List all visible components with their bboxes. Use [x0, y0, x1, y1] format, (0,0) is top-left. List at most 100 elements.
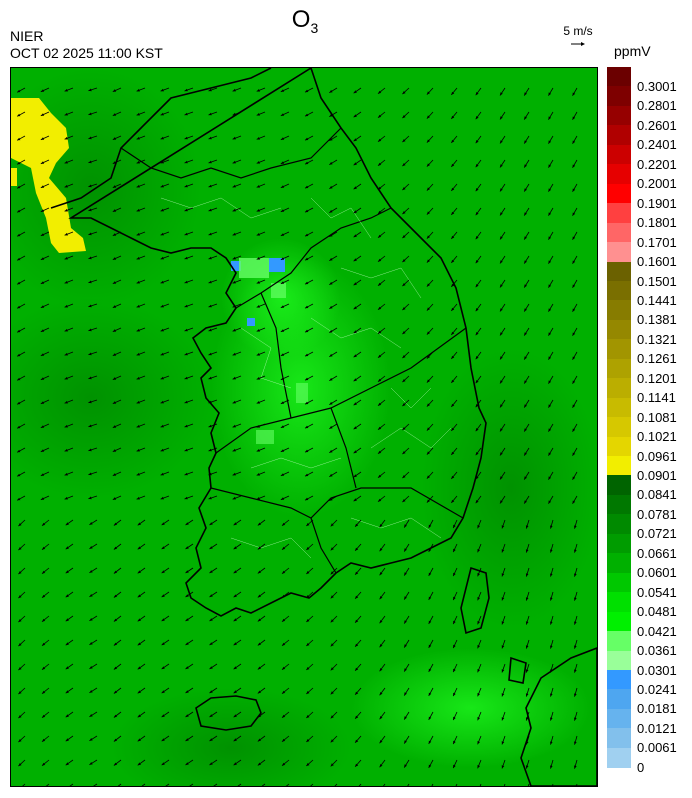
wind-arrow-head	[256, 89, 260, 92]
wind-arrow-head	[113, 738, 118, 742]
wind-arrow-head	[548, 308, 552, 312]
wind-arrow-head	[329, 281, 333, 285]
wind-arrow-head	[475, 380, 479, 384]
wind-arrow-head	[306, 643, 310, 646]
wind-arrow-head	[330, 643, 334, 647]
wind-arrow-head	[572, 188, 576, 192]
wind-arrow-head	[524, 212, 527, 216]
colorbar-label: 0.0901	[637, 468, 677, 483]
wind-arrow-head	[428, 668, 432, 672]
wind-arrow-head	[136, 208, 140, 212]
wind-arrow-head	[574, 669, 577, 673]
wind-arrow-head	[282, 522, 286, 526]
datetime-label: OCT 02 2025 11:00 KST	[10, 45, 163, 61]
wind-arrow-head	[574, 693, 577, 697]
wind-arrow-head	[209, 522, 213, 525]
wind-arrow-head	[500, 116, 503, 120]
wind-arrow-head	[378, 282, 382, 286]
wind-arrow-head	[305, 185, 309, 189]
wind-arrow-head	[355, 643, 359, 647]
wind-arrow-head	[136, 184, 140, 188]
wind-arrow-head	[208, 376, 212, 380]
wind-arrow-head	[64, 232, 68, 236]
wind-arrow-head	[161, 642, 165, 646]
wind-arrow	[455, 783, 458, 786]
wind-arrow-head	[404, 644, 407, 648]
colorbar-cell	[607, 183, 631, 204]
wind-arrow-head	[208, 304, 212, 308]
wind-arrow-head	[451, 379, 455, 383]
wind-arrow-head	[160, 136, 164, 140]
wind-arrow-head	[500, 356, 503, 360]
wind-arrow-head	[451, 307, 455, 311]
colorbar-cell	[607, 358, 631, 379]
colorbar-cell	[607, 300, 631, 321]
wind-arrow-head	[402, 163, 406, 167]
wind-arrow-head	[404, 716, 407, 720]
wind-arrow	[285, 783, 290, 786]
wind-arrow-head	[42, 714, 46, 718]
wind-arrow-head	[500, 452, 503, 456]
colorbar-label: 0.2201	[637, 156, 677, 172]
wind-arrow-head	[402, 307, 406, 311]
shade-southeast-light	[351, 648, 591, 768]
wind-arrow-head	[136, 160, 140, 164]
wind-arrow-head	[329, 185, 333, 189]
wind-arrow-head	[426, 235, 430, 239]
wind-arrow-head	[184, 232, 188, 236]
wind-arrow-head	[65, 762, 69, 766]
wind-arrow-head	[161, 762, 165, 766]
wind-arrow-head	[574, 597, 577, 601]
wind-arrow-head	[379, 644, 383, 648]
wind-arrow-head	[184, 88, 188, 92]
colorbar-cell	[607, 553, 631, 574]
wind-arrow-head	[525, 765, 529, 769]
wind-arrow-head	[42, 690, 46, 694]
hotspot-seoul-blue-3	[247, 318, 255, 326]
wind-arrow-head	[378, 186, 382, 190]
wind-arrow-head	[477, 525, 480, 529]
wind-arrow-head	[233, 618, 237, 622]
wind-arrow-head	[280, 473, 285, 476]
wind-arrow-head	[184, 496, 188, 500]
wind-arrow-head	[40, 425, 45, 428]
wind-arrow-head	[477, 765, 480, 769]
wind-arrow-head	[306, 667, 310, 670]
colorbar-cell	[607, 417, 631, 438]
colorbar-label: 0.0481	[637, 604, 677, 620]
wind-arrow-head	[402, 211, 406, 215]
wind-arrow-head	[88, 256, 92, 260]
wind-arrow-head	[378, 378, 382, 382]
wind-arrow-head	[428, 740, 432, 744]
wind-arrow-head	[280, 281, 285, 284]
wind-arrow	[189, 783, 194, 786]
colorbar-label: 0.1801	[637, 215, 677, 231]
wind-arrow-head	[548, 332, 552, 336]
wind-arrow-head	[305, 257, 309, 261]
wind-arrow-head	[89, 594, 93, 597]
wind-arrow-head	[257, 546, 261, 550]
wind-arrow-head	[89, 714, 93, 717]
wind-arrow-head	[280, 233, 285, 236]
wind-arrow-head	[524, 188, 527, 192]
wind-arrow-head	[136, 232, 140, 236]
wind-arrow-head	[550, 597, 553, 601]
wind-arrow-head	[40, 233, 45, 236]
wind-arrow-head	[548, 188, 552, 192]
wind-arrow-head	[280, 329, 285, 332]
wind-arrow-head	[475, 476, 479, 480]
wind-arrow-head	[232, 184, 236, 188]
wind-arrow-head	[184, 400, 188, 404]
wind-arrow-head	[280, 257, 285, 260]
wind-arrow-head	[453, 548, 456, 553]
wind-arrow-head	[136, 112, 140, 116]
wind-arrow-head	[572, 260, 576, 264]
wind-arrow-head	[451, 475, 455, 479]
wind-arrow	[22, 783, 26, 786]
wind-arrow-head	[208, 448, 212, 452]
wind-arrow-head	[233, 714, 237, 718]
wind-arrow-head	[18, 595, 22, 599]
wind-arrow-head	[548, 356, 552, 360]
wind-arrow-head	[113, 642, 118, 646]
wind-arrow-head	[208, 496, 212, 500]
